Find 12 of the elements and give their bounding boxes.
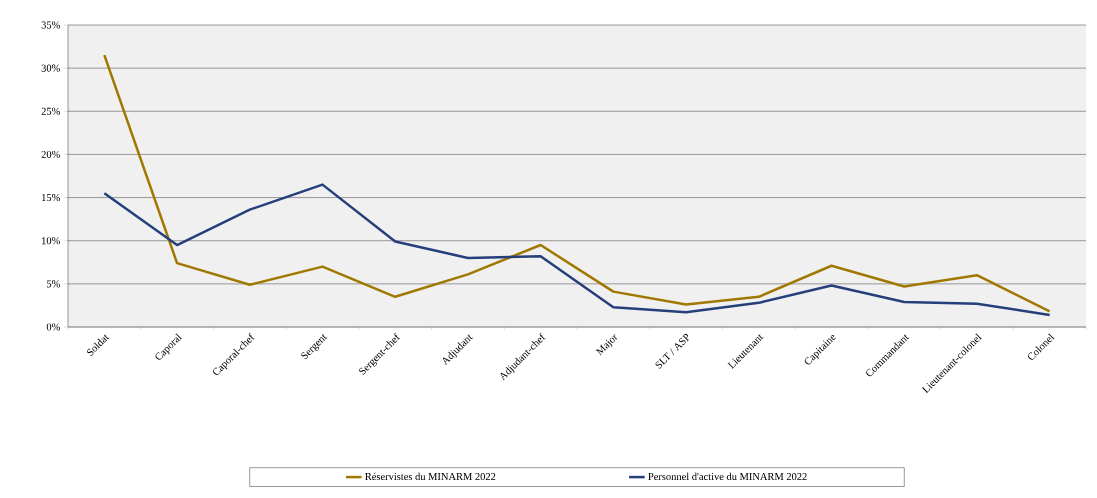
y-tick-label: 20% [41,150,60,158]
legend-label: Personnel d'active du MINARM 2022 [648,472,807,481]
y-tick-label: 25% [41,107,60,115]
y-tick-label: 10% [42,237,60,245]
y-tick-label: 30% [41,64,60,72]
y-tick-label: 0% [46,323,60,331]
line-series [103,183,1051,317]
y-tick-label: 5% [46,280,60,288]
line-series [103,53,1051,313]
legend-label: Réservistes du MINARM 2022 [365,472,496,481]
y-tick-label: 15% [42,194,60,202]
y-tick-label: 35% [41,21,60,29]
